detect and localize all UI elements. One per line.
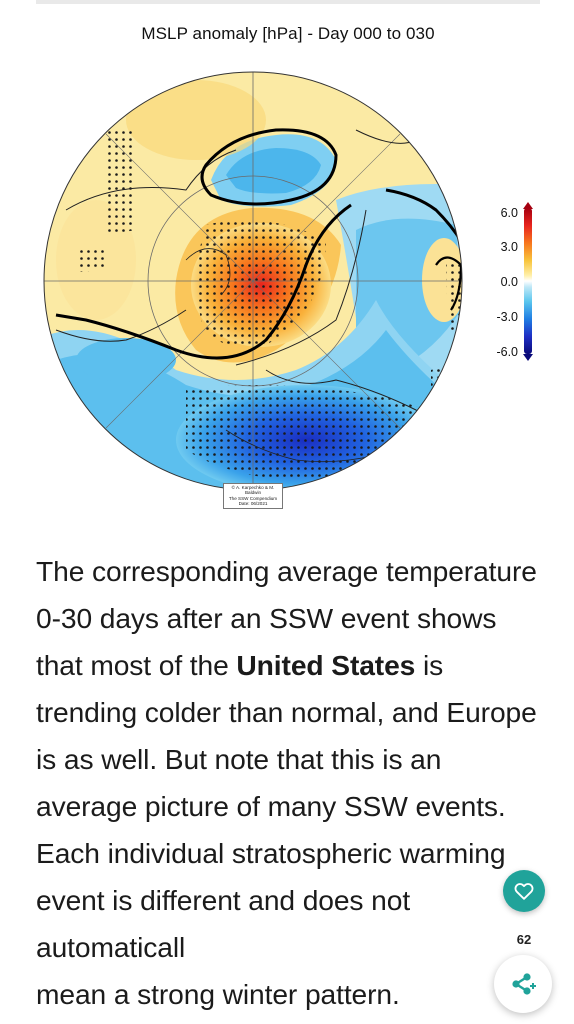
mslp-anomaly-figure: MSLP anomaly [hPa] - Day 000 to 030	[36, 10, 540, 510]
colorbar	[524, 208, 532, 354]
colorbar-label: 0.0	[500, 275, 518, 289]
credit-line: Date: 06/2021	[238, 501, 268, 507]
colorbar-label: 6.0	[500, 206, 518, 220]
map-title: MSLP anomaly [hPa] - Day 000 to 030	[141, 24, 435, 43]
article-paragraph: The corresponding average temperature 0-…	[36, 548, 546, 1018]
article-text-part3: mean a strong winter pattern.	[36, 978, 400, 1010]
colorbar-label: -3.0	[496, 310, 518, 324]
colorbar-label: 3.0	[500, 240, 518, 254]
colorbar-bottom-arrow	[523, 354, 533, 361]
article-text-bold: United States	[236, 649, 416, 681]
colorbar-label: -6.0	[496, 345, 518, 359]
like-button[interactable]	[503, 870, 545, 912]
like-count: 62	[506, 932, 542, 947]
article-text-part2: is trending colder than normal, and Euro…	[36, 649, 537, 963]
share-button[interactable]	[494, 955, 552, 1013]
article-text-part1: The corresponding average temperature 0-…	[36, 555, 537, 681]
credit-line: © A. Karpechko & M. Baldwin	[231, 485, 275, 496]
colorbar-top-arrow	[523, 202, 533, 209]
map-credit: © A. Karpechko & M. Baldwin The SSW Comp…	[223, 483, 283, 509]
share-icon	[512, 973, 536, 995]
top-divider	[36, 0, 540, 4]
heart-icon	[514, 883, 534, 900]
polar-map	[43, 71, 463, 491]
credit-line: The SSW Compendium	[228, 495, 278, 501]
